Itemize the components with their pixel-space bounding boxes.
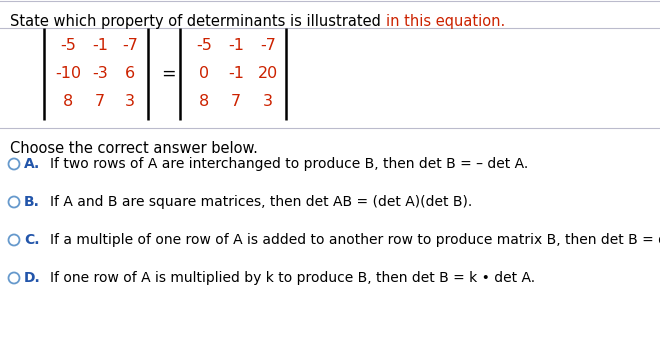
Text: 7: 7 xyxy=(231,94,241,109)
Text: If a multiple of one row of A is added to another row to produce matrix B, then : If a multiple of one row of A is added t… xyxy=(50,233,660,247)
Text: -1: -1 xyxy=(92,39,108,53)
Text: 8: 8 xyxy=(199,94,209,109)
Text: 7: 7 xyxy=(95,94,105,109)
Text: C.: C. xyxy=(24,233,40,247)
Text: A.: A. xyxy=(24,157,40,171)
Text: -1: -1 xyxy=(228,39,244,53)
Text: 3: 3 xyxy=(125,94,135,109)
Text: -7: -7 xyxy=(260,39,276,53)
Text: -5: -5 xyxy=(196,39,212,53)
Text: If one row of A is multiplied by k to produce B, then det B = k • det A.: If one row of A is multiplied by k to pr… xyxy=(50,271,535,285)
Text: 6: 6 xyxy=(125,66,135,81)
Text: Choose the correct answer below.: Choose the correct answer below. xyxy=(10,141,258,156)
Text: 0: 0 xyxy=(199,66,209,81)
Text: -3: -3 xyxy=(92,66,108,81)
Text: -10: -10 xyxy=(55,66,81,81)
Text: If A and B are square matrices, then det AB = (det A)(det B).: If A and B are square matrices, then det… xyxy=(50,195,473,209)
Text: If two rows of A are interchanged to produce B, then det B = – det A.: If two rows of A are interchanged to pro… xyxy=(50,157,528,171)
Text: in this equation.: in this equation. xyxy=(385,14,505,29)
Text: 3: 3 xyxy=(263,94,273,109)
Text: State which property of determinants is illustrated: State which property of determinants is … xyxy=(10,14,385,29)
Text: -1: -1 xyxy=(228,66,244,81)
Text: 20: 20 xyxy=(258,66,278,81)
Text: 8: 8 xyxy=(63,94,73,109)
Text: -7: -7 xyxy=(122,39,138,53)
Text: -5: -5 xyxy=(60,39,76,53)
Text: =: = xyxy=(160,65,176,83)
Text: D.: D. xyxy=(24,271,41,285)
Text: B.: B. xyxy=(24,195,40,209)
